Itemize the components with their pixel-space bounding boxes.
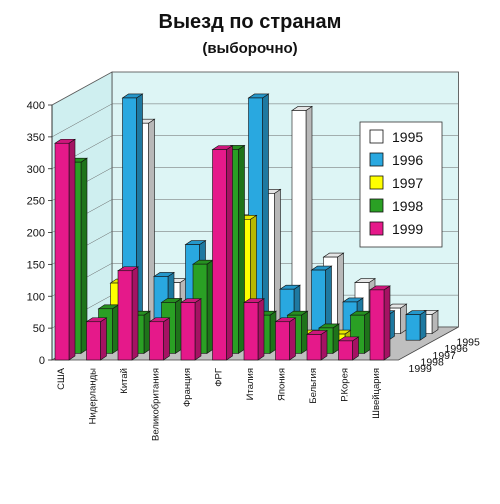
category-label: Китай xyxy=(119,368,130,394)
bar-1999-8 xyxy=(306,329,328,361)
legend-swatch xyxy=(369,175,384,190)
y-tick-label: 300 xyxy=(27,164,45,176)
legend-label: 1996 xyxy=(392,152,423,168)
bar-1999-4 xyxy=(180,298,202,361)
bar-1999-0 xyxy=(54,138,76,361)
bar-1999-1 xyxy=(85,317,108,361)
legend-item: 1999 xyxy=(369,221,423,237)
bar-1998-9 xyxy=(349,310,372,354)
legend: 1995 1996 1997 1998 1999 xyxy=(359,121,443,248)
y-tick-label: 50 xyxy=(33,323,45,335)
y-tick-label: 350 xyxy=(27,132,45,144)
gridline xyxy=(51,103,459,138)
depth-label: 1997 xyxy=(433,350,457,362)
y-tick-label: 250 xyxy=(27,196,45,208)
category-label: США xyxy=(56,367,67,390)
category-labels: США Нидерланды Китай Великобритания Франция Ф… xyxy=(56,367,382,441)
category-label: Нидерланды xyxy=(88,368,99,425)
bar-1999-10 xyxy=(369,285,391,361)
legend-swatch xyxy=(369,198,384,213)
legend-label: 1998 xyxy=(392,198,423,214)
category-label: Р.Корея xyxy=(340,368,351,402)
depth-label: 1999 xyxy=(409,363,433,375)
category-label: Япония xyxy=(277,368,288,401)
y-tick-label: 0 xyxy=(39,355,45,367)
category-label: Великобритания xyxy=(151,368,162,441)
chart-subtitle: (выборочно) xyxy=(202,40,297,57)
chart-title: Выезд по странам xyxy=(159,11,342,33)
legend-item: 1996 xyxy=(369,152,423,168)
legend-item: 1998 xyxy=(369,198,423,214)
legend-item: 1995 xyxy=(369,129,423,145)
bar-1999-9 xyxy=(337,336,360,361)
depth-label: 1998 xyxy=(421,356,445,368)
bars xyxy=(54,93,439,361)
legend-swatch xyxy=(369,129,384,144)
bar-1998-4 xyxy=(192,259,214,354)
category-label: Италия xyxy=(245,368,256,400)
category-label: Франция xyxy=(182,368,193,407)
category-label: Швейцария xyxy=(371,368,382,419)
y-tick-label: 100 xyxy=(27,291,45,303)
bar-1999-6 xyxy=(243,298,265,361)
y-tick-label: 200 xyxy=(27,228,45,240)
category-label: ФРГ xyxy=(214,368,225,387)
legend-item: 1997 xyxy=(369,175,423,191)
bar-1999-7 xyxy=(274,317,297,361)
legend-swatch xyxy=(369,152,384,167)
bar-1996-10 xyxy=(405,310,427,341)
y-tick-label: 400 xyxy=(27,100,45,112)
legend-label: 1995 xyxy=(392,129,423,145)
bar-1999-3 xyxy=(148,317,171,361)
legend-swatch xyxy=(369,221,384,236)
legend-label: 1997 xyxy=(392,175,423,191)
bar-1996-7 xyxy=(310,265,333,341)
depth-label: 1996 xyxy=(445,343,469,355)
y-axis-ticks: 0 50 100 150 200 250 300 350 400 xyxy=(27,100,53,367)
legend-label: 1999 xyxy=(392,221,423,237)
gridline xyxy=(51,71,459,106)
y-tick-label: 150 xyxy=(27,259,45,271)
bar-1999-5 xyxy=(211,145,234,361)
bar-1999-2 xyxy=(117,266,139,361)
depth-label: 1995 xyxy=(457,337,481,349)
category-label: Бельгия xyxy=(308,368,319,404)
